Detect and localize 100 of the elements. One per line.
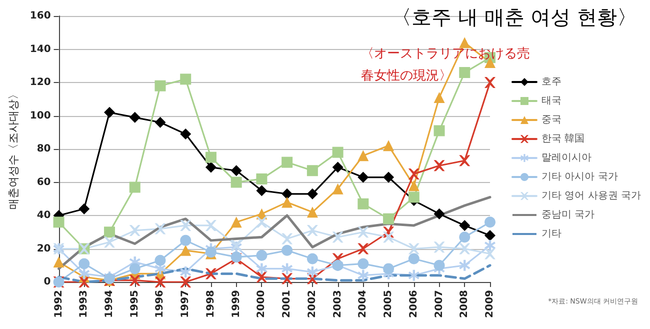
point (408, 168, 420, 180)
point (282, 233, 293, 244)
x-tick-label: 2006 (408, 290, 420, 318)
x-tick-label: 2000 (256, 290, 268, 318)
point (154, 276, 166, 288)
point (129, 274, 140, 286)
point (129, 224, 140, 236)
point (256, 185, 268, 196)
point (205, 220, 216, 231)
y-tick-label: 80 (36, 144, 51, 154)
y-axis-title: 매춘여성수〈조사대상〉 (7, 88, 20, 210)
point (180, 128, 192, 140)
point (180, 276, 192, 288)
legend-label: 기타 영어 사용권 국가 (541, 190, 642, 202)
point (459, 67, 470, 78)
x-tick-label: 2007 (434, 290, 445, 318)
point (358, 258, 369, 270)
point (459, 243, 470, 254)
point (129, 263, 140, 274)
point (282, 273, 293, 284)
point (256, 216, 268, 228)
point (53, 256, 64, 268)
point (282, 156, 293, 168)
point (230, 176, 242, 188)
point (358, 198, 369, 210)
legend-label: 중남미 국가 (541, 210, 595, 220)
legend-label: 기타 아시아 국가 (541, 172, 618, 182)
y-tick-label: 60 (36, 176, 51, 188)
x-tick-label: 1992 (53, 290, 64, 318)
point (383, 140, 394, 152)
point (358, 150, 369, 162)
point (180, 234, 192, 246)
y-tick-label: 40 (36, 210, 51, 221)
point (408, 192, 420, 203)
point (154, 116, 166, 128)
point (459, 37, 470, 48)
legend-label: 말레이시아 (541, 152, 592, 164)
x-tick-label: 1997 (180, 290, 192, 318)
x-tick-label: 1998 (205, 290, 216, 318)
point (256, 272, 268, 283)
point (256, 263, 268, 274)
x-tick-label: 1993 (78, 290, 90, 318)
x-tick-label: 2003 (332, 290, 344, 318)
point (306, 224, 318, 236)
point (78, 203, 90, 214)
x-tick-label: 2001 (282, 290, 293, 318)
point (205, 162, 216, 173)
point (256, 173, 268, 184)
point (484, 230, 496, 241)
point (383, 172, 394, 183)
point (383, 213, 394, 224)
point (306, 266, 318, 278)
y-tick-label: 120 (30, 77, 51, 88)
x-tick-label: 2009 (484, 290, 496, 318)
y-tick-label: 140 (30, 44, 51, 55)
legend-label: 호주 (541, 76, 562, 88)
point (230, 165, 242, 176)
point (78, 258, 90, 270)
point (306, 188, 318, 200)
point (205, 152, 216, 163)
point (383, 232, 394, 243)
point (484, 240, 496, 251)
point (408, 270, 420, 281)
line-series (58, 196, 492, 270)
point (104, 106, 116, 118)
point (180, 244, 192, 256)
x-tick-label: 1995 (129, 290, 140, 318)
point (282, 196, 293, 208)
x-tick-label: 2005 (383, 290, 394, 318)
point (434, 260, 445, 271)
point (154, 223, 166, 234)
x-tick-label: 1996 (154, 290, 166, 318)
point (434, 208, 445, 220)
point (358, 270, 369, 281)
point (104, 236, 116, 248)
point (154, 254, 166, 266)
legend-label: 태국 (541, 96, 562, 106)
point (459, 155, 470, 166)
point (358, 243, 369, 254)
point (434, 125, 445, 136)
point (256, 250, 268, 261)
point (383, 263, 394, 274)
point (306, 206, 318, 218)
point (358, 226, 369, 238)
point (282, 244, 293, 256)
point (180, 74, 192, 85)
point (205, 268, 216, 280)
point (434, 92, 445, 103)
point (306, 253, 318, 264)
y-tick-label: 100 (30, 110, 51, 122)
point (282, 263, 293, 274)
point (154, 80, 166, 92)
point (459, 220, 470, 231)
x-tick-label: 1994 (104, 290, 116, 318)
point (408, 180, 420, 192)
point (282, 188, 293, 200)
point (332, 232, 344, 243)
point (358, 172, 369, 183)
point (129, 112, 140, 123)
legend-label: 한국 韓国 (541, 132, 585, 144)
